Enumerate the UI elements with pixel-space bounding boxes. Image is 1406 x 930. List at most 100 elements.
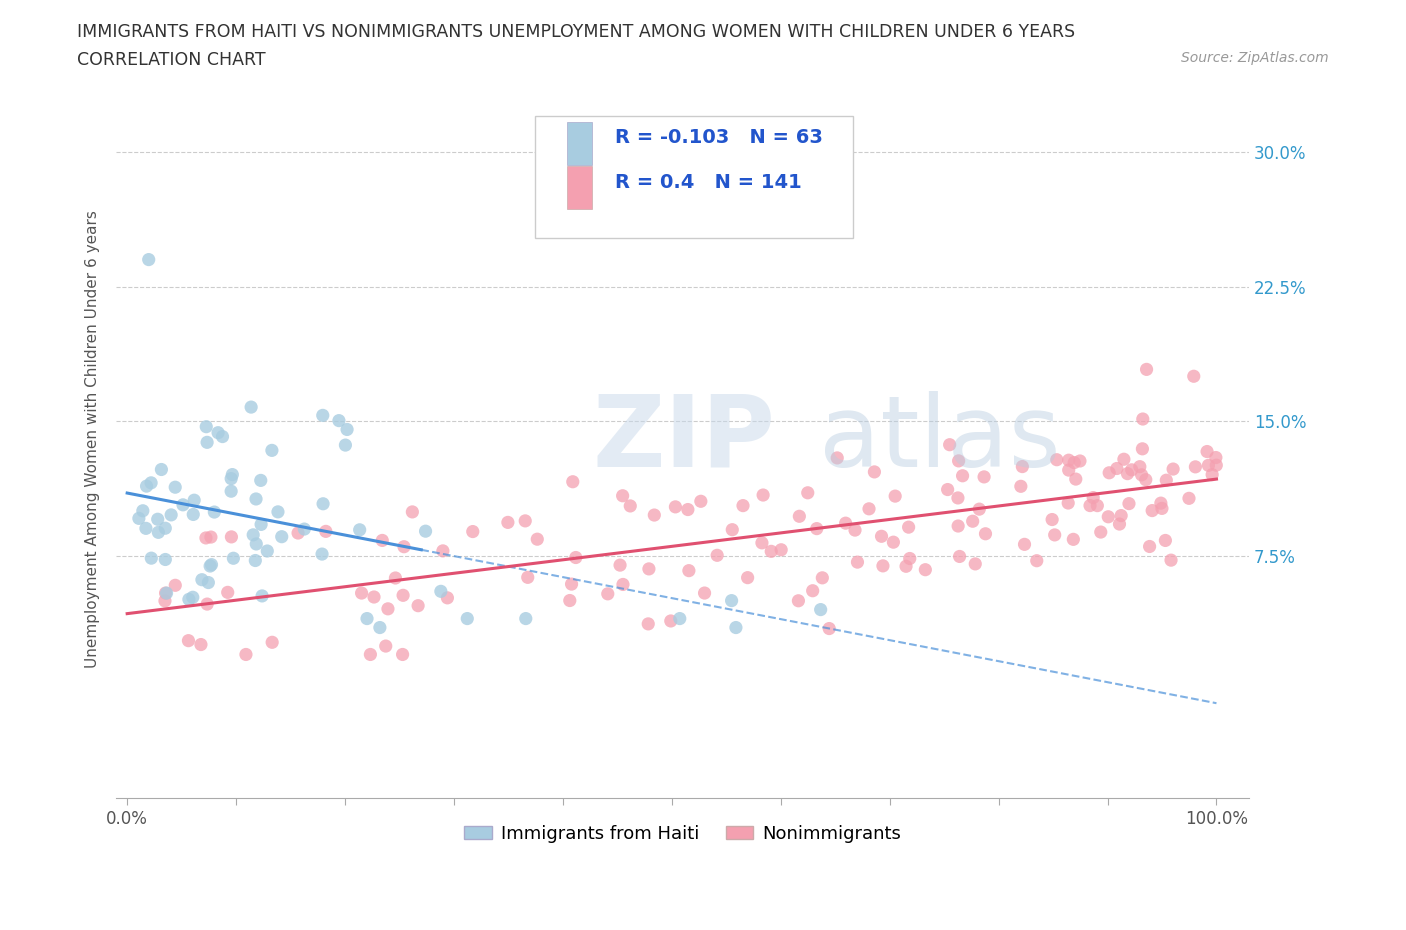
Point: [561, 474, 583, 489]
Point: [292, 522, 315, 537]
Point: [335, 438, 357, 453]
Point: [1182, 369, 1205, 384]
Point: [1135, 362, 1157, 377]
Point: [391, 647, 413, 662]
Point: [240, 400, 263, 415]
Text: IMMIGRANTS FROM HAITI VS NONIMMIGRANTS UNEMPLOYMENT AMONG WOMEN WITH CHILDREN UN: IMMIGRANTS FROM HAITI VS NONIMMIGRANTS U…: [77, 23, 1076, 41]
Point: [659, 614, 682, 629]
Point: [1205, 458, 1227, 472]
Point: [637, 617, 659, 631]
Point: [884, 488, 907, 503]
Point: [1130, 468, 1153, 483]
Legend: Immigrants from Haiti, Nonimmigrants: Immigrants from Haiti, Nonimmigrants: [457, 817, 908, 850]
Point: [197, 575, 219, 590]
Point: [1040, 512, 1063, 527]
Point: [132, 503, 155, 518]
Point: [770, 542, 793, 557]
Point: [250, 517, 273, 532]
Point: [1197, 458, 1219, 472]
Point: [974, 526, 997, 541]
Point: [938, 437, 960, 452]
Point: [526, 532, 548, 547]
Text: R = 0.4   N = 141: R = 0.4 N = 141: [614, 173, 801, 192]
Point: [1078, 498, 1101, 513]
Point: [515, 513, 537, 528]
Point: [415, 524, 437, 538]
Point: [1083, 490, 1105, 505]
Point: [1121, 462, 1143, 477]
Point: [401, 504, 423, 519]
Point: [1132, 442, 1154, 457]
Point: [311, 547, 333, 562]
Point: [183, 493, 205, 508]
Point: [250, 589, 273, 604]
Point: [155, 586, 177, 601]
Point: [516, 570, 538, 585]
Text: Source: ZipAtlas.com: Source: ZipAtlas.com: [1181, 51, 1329, 65]
Point: [200, 557, 222, 572]
Point: [202, 505, 225, 520]
Point: [165, 578, 187, 592]
Point: [1043, 527, 1066, 542]
Point: [155, 552, 177, 567]
Point: [172, 498, 194, 512]
Point: [1160, 552, 1182, 567]
Text: R = -0.103   N = 63: R = -0.103 N = 63: [614, 128, 823, 147]
Point: [1062, 532, 1084, 547]
Point: [810, 602, 832, 617]
Point: [155, 586, 177, 601]
Point: [1116, 466, 1139, 481]
Point: [689, 494, 711, 509]
Point: [221, 529, 243, 544]
Point: [135, 479, 157, 494]
Point: [155, 521, 177, 536]
Point: [952, 469, 974, 484]
Point: [789, 509, 811, 524]
Point: [267, 504, 290, 519]
Point: [720, 593, 742, 608]
Point: [612, 577, 634, 591]
Point: [150, 462, 173, 477]
Point: [1109, 508, 1132, 523]
Point: [190, 637, 212, 652]
Point: [221, 467, 243, 482]
Point: [898, 551, 921, 566]
Point: [858, 501, 880, 516]
Point: [565, 550, 588, 565]
Point: [371, 533, 394, 548]
Point: [392, 588, 415, 603]
Point: [894, 559, 917, 574]
Point: [1010, 479, 1032, 494]
Point: [260, 443, 283, 458]
Point: [806, 521, 828, 536]
Point: [1057, 462, 1080, 477]
Point: [211, 429, 233, 444]
Point: [1140, 503, 1163, 518]
Point: [1132, 412, 1154, 427]
Point: [363, 590, 385, 604]
Point: [1154, 533, 1177, 548]
Point: [194, 530, 217, 545]
Point: [128, 511, 150, 525]
Point: [846, 554, 869, 569]
Point: [638, 562, 661, 577]
FancyBboxPatch shape: [536, 116, 852, 238]
Point: [1184, 459, 1206, 474]
Point: [336, 422, 359, 437]
Point: [432, 543, 454, 558]
Point: [1135, 472, 1157, 487]
Point: [356, 611, 378, 626]
Point: [1057, 496, 1080, 511]
Point: [1069, 454, 1091, 469]
Point: [818, 621, 841, 636]
Point: [200, 529, 222, 544]
Point: [897, 520, 920, 535]
FancyBboxPatch shape: [567, 122, 592, 165]
Point: [235, 647, 257, 662]
Point: [270, 529, 292, 544]
Point: [558, 593, 581, 608]
Text: atlas: atlas: [818, 391, 1060, 487]
Point: [1098, 465, 1121, 480]
Point: [948, 454, 970, 469]
Point: [721, 523, 744, 538]
